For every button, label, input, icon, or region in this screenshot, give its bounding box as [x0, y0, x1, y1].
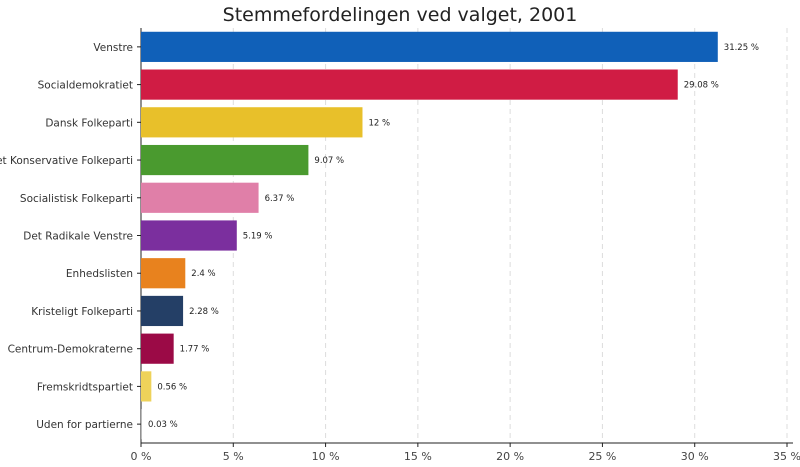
bar	[141, 295, 184, 327]
bar	[141, 220, 237, 251]
category-label: Dansk Folkeparti	[45, 117, 133, 129]
data-label: 9.07 %	[314, 156, 344, 166]
x-tick-label: 35 %	[773, 450, 800, 463]
x-tick-label: 15 %	[404, 450, 432, 463]
category-label: Venstre	[93, 42, 133, 54]
bar	[141, 69, 678, 100]
bar	[141, 182, 259, 213]
category-label: Det Radikale Venstre	[23, 231, 133, 243]
x-tick-label: 20 %	[496, 450, 524, 463]
data-label: 12 %	[368, 118, 390, 128]
x-tick-label: 30 %	[681, 450, 709, 463]
data-label: 5.19 %	[243, 232, 273, 242]
bar	[141, 333, 174, 364]
x-tick-label: 5 %	[223, 450, 244, 463]
data-label: 0.56 %	[157, 382, 187, 392]
bar	[141, 409, 142, 440]
data-label: 2.4 %	[191, 269, 215, 279]
data-label: 31.25 %	[724, 43, 759, 53]
category-label: Socialistisk Folkeparti	[20, 193, 133, 205]
bar	[141, 371, 152, 402]
x-tick-label: 10 %	[312, 450, 340, 463]
data-label: 0.03 %	[148, 420, 178, 430]
category-label: Kristeligt Folkeparti	[31, 306, 133, 318]
category-label: Socialdemokratiet	[38, 80, 133, 92]
data-label: 2.28 %	[189, 307, 219, 317]
category-label: Centrum-Demokraterne	[8, 344, 133, 356]
data-label: 29.08 %	[684, 81, 719, 91]
x-tick-label: 0 %	[131, 450, 152, 463]
bar	[141, 144, 309, 176]
bar	[141, 107, 363, 138]
bar	[141, 258, 186, 289]
bar	[141, 31, 718, 62]
category-label: Det Konservative Folkeparti	[0, 155, 133, 167]
category-label: Enhedslisten	[66, 268, 133, 280]
data-label: 1.77 %	[180, 345, 210, 355]
category-label: Uden for partierne	[36, 419, 133, 431]
chart-title: Stemmefordelingen ved valget, 2001	[222, 4, 578, 26]
category-label: Fremskridtspartiet	[37, 381, 133, 393]
x-tick-label: 25 %	[588, 450, 616, 463]
data-label: 6.37 %	[265, 194, 295, 204]
